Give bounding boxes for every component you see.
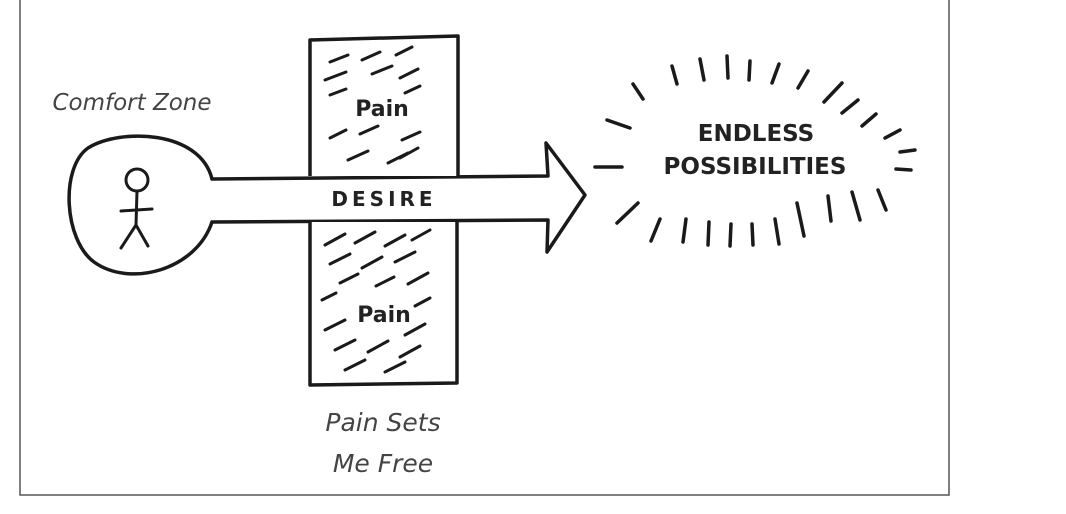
pain-hatching-top	[323, 45, 422, 165]
pain-wall-top	[308, 34, 460, 176]
pain-wall-bottom	[308, 222, 459, 387]
endless-label: ENDLESS	[698, 121, 815, 147]
pain-label-bottom: Pain	[357, 303, 411, 328]
comfort-zone-circle	[67, 134, 214, 276]
pain-hatching-bottom	[320, 228, 432, 374]
pain-label-top: Pain	[355, 97, 409, 122]
burst-rays	[593, 54, 917, 248]
stick-figure-icon	[119, 167, 154, 250]
possibilities-label: POSSIBILITIES	[664, 154, 847, 180]
caption-line-1: Pain Sets	[325, 408, 440, 437]
desire-label: DESIRE	[331, 187, 436, 211]
comfort-zone-label: Comfort Zone	[52, 90, 211, 116]
diagram-frame	[19, 0, 950, 496]
caption-line-2: Me Free	[333, 449, 433, 478]
desire-arrow	[210, 141, 587, 254]
